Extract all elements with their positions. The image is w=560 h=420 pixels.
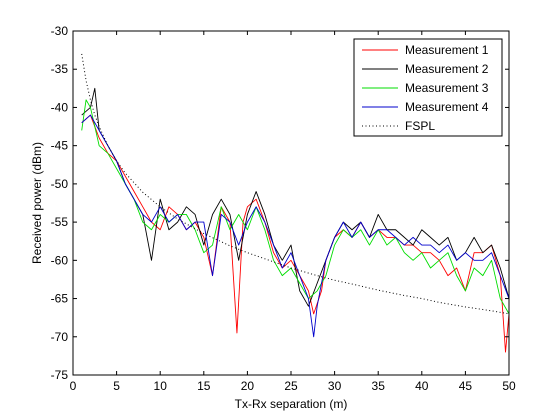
x-tick-label: 35: [372, 379, 386, 393]
series-line-fspl: [81, 53, 509, 315]
x-tick-label: 50: [502, 379, 516, 393]
x-tick-label: 45: [459, 379, 473, 393]
y-tick-label: -50: [51, 177, 69, 191]
y-tick-label: -65: [51, 292, 69, 306]
y-tick-label: -35: [51, 62, 69, 76]
series-line-measurement-2: [81, 87, 509, 307]
series-layer: [81, 53, 509, 353]
x-axis-label: Tx-Rx separation (m): [235, 397, 348, 411]
y-tick-label: -70: [51, 330, 69, 344]
x-tick-label: 15: [197, 379, 211, 393]
legend-label: Measurement 4: [405, 100, 489, 114]
series-line-measurement-4: [81, 114, 509, 338]
x-tick-label: 25: [284, 379, 298, 393]
y-tick-label: -75: [51, 368, 69, 382]
legend-label: Measurement 1: [405, 43, 489, 57]
y-tick-label: -30: [51, 24, 69, 38]
x-tick-label: 40: [415, 379, 429, 393]
legend: Measurement 1 Measurement 2 Measurement 3 M…: [353, 38, 503, 137]
y-tick-label: -40: [51, 100, 69, 114]
y-tick-label: -60: [51, 253, 69, 267]
ticks-layer: 0 5 10 15 20 25 30 35 40 45 50 -30 -35 -40 -45 -50 -55 -6…: [51, 24, 516, 393]
x-tick-label: 10: [154, 379, 168, 393]
y-axis-label: Received power (dBm): [30, 142, 44, 264]
legend-label: Measurement 3: [405, 81, 489, 95]
legend-label: Measurement 2: [405, 62, 489, 76]
x-tick-label: 0: [70, 379, 77, 393]
x-tick-label: 30: [328, 379, 342, 393]
x-tick-label: 5: [113, 379, 120, 393]
y-tick-label: -45: [51, 139, 69, 153]
x-tick-label: 20: [241, 379, 255, 393]
y-tick-label: -55: [51, 215, 69, 229]
legend-label: FSPL: [405, 119, 435, 133]
